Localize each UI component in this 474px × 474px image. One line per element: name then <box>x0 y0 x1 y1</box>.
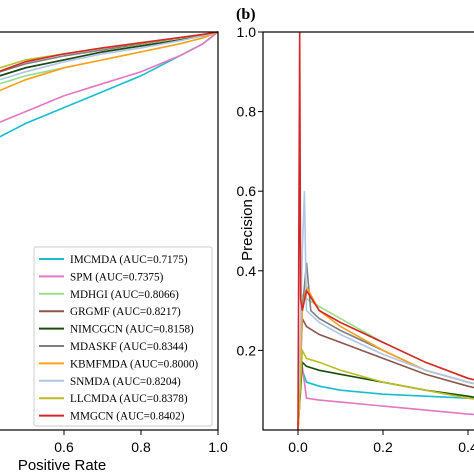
pr-curves <box>297 31 474 431</box>
pr-y-tick-label: 0.2 <box>237 342 257 358</box>
legend-entry: KBMFMDA (AUC=0.8000) <box>70 358 198 370</box>
roc-x-axis-label: Positive Rate <box>18 457 106 474</box>
pr-curve-8 <box>297 347 474 431</box>
roc-curve-3 <box>0 31 219 77</box>
roc-panel: 0.6 0.8 1.0 Positive Rate IMCMDA (AUC=0.71… <box>0 31 228 474</box>
pr-y-tick-label: 1.0 <box>237 24 257 40</box>
roc-curve-9 <box>0 31 219 72</box>
pr-plot-frame <box>262 31 474 431</box>
legend-entry: LLCMDA (AUC=0.8378) <box>70 393 188 405</box>
pr-y-ticks: 0.2 0.4 0.6 0.8 1.0 <box>237 24 263 358</box>
pr-curve-6 <box>297 284 474 431</box>
roc-curve-1 <box>0 31 219 123</box>
roc-plot-frame <box>0 31 219 431</box>
pr-curve-5 <box>297 262 474 431</box>
pr-y-axis-label: Precision <box>239 199 256 261</box>
roc-x-tick-label: 1.0 <box>208 439 228 455</box>
legend-entry: SPM (AUC=0.7375) <box>70 271 164 283</box>
pr-curve-7 <box>297 191 474 431</box>
legend-entry: MDASKF (AUC=0.8344) <box>70 341 188 353</box>
legend-entry: GRGMF (AUC=0.8217) <box>70 306 181 318</box>
panel-label-b: (b) <box>236 6 256 23</box>
roc-legend: IMCMDA (AUC=0.7175) SPM (AUC=0.7375) MDHGI… <box>33 246 213 427</box>
pr-panel: 0.0 0.2 0.4 0.2 0.4 0.6 0.8 1.0 Precision (b) <box>236 6 474 455</box>
legend-box <box>33 246 213 427</box>
pr-y-tick-label: 0.8 <box>237 104 257 120</box>
legend-entry: MDHGI (AUC=0.8066) <box>70 289 179 301</box>
pr-y-tick-label: 0.4 <box>237 263 257 279</box>
pr-curve-4 <box>297 360 474 431</box>
pr-curve-3 <box>297 315 474 431</box>
roc-x-tick-label: 0.8 <box>131 439 151 455</box>
pr-x-tick-label: 0.0 <box>288 439 308 455</box>
pr-curve-0 <box>297 350 474 431</box>
pr-curve-9 <box>297 31 474 431</box>
pr-x-tick-label: 0.4 <box>458 439 474 455</box>
legend-entry: SNMDA (AUC=0.8204) <box>70 376 181 388</box>
roc-x-tick-label: 0.6 <box>54 439 74 455</box>
legend-entry: NIMCGCN (AUC=0.8158) <box>70 324 194 336</box>
roc-curve-6 <box>0 31 219 92</box>
pr-x-ticks: 0.0 0.2 0.4 <box>288 430 474 455</box>
roc-x-ticks: 0.6 0.8 1.0 <box>54 430 228 455</box>
roc-curves <box>0 31 219 138</box>
legend-entry: IMCMDA (AUC=0.7175) <box>70 254 188 266</box>
roc-curve-7 <box>0 31 219 81</box>
pr-x-tick-label: 0.2 <box>373 439 393 455</box>
pr-curve-1 <box>297 350 474 431</box>
legend-entry: MMGCN (AUC=0.8402) <box>70 411 185 423</box>
pr-y-tick-label: 0.6 <box>237 183 257 199</box>
